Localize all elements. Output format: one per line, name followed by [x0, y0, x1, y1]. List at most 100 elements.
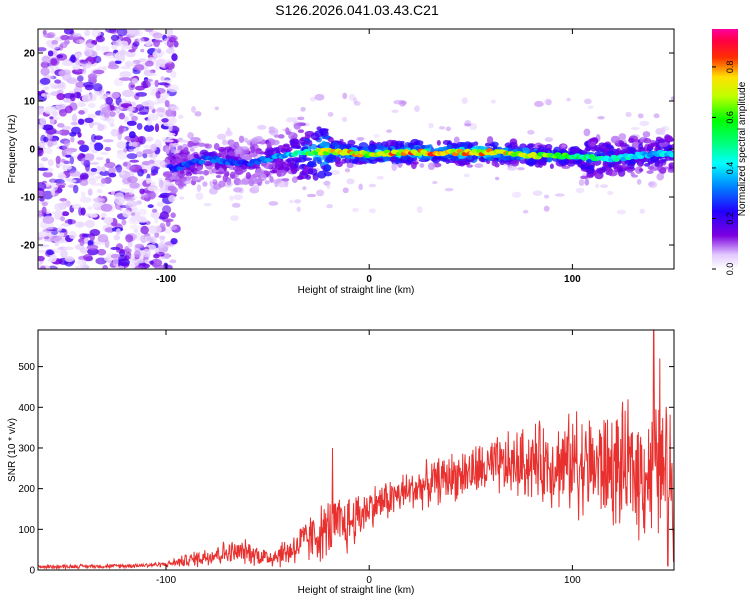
heatmap-ridge-blob	[647, 165, 655, 170]
heatmap-ridge-blob	[504, 160, 513, 165]
heatmap-noise-blob	[75, 81, 86, 88]
heatmap-noise-blob	[161, 118, 169, 123]
heatmap-noise-blob	[135, 151, 144, 158]
heatmap-noise-blob	[158, 194, 168, 199]
heatmap-ridge-blob	[243, 137, 248, 143]
heatmap-speckle	[544, 98, 552, 106]
heatmap-ridge-blob	[304, 134, 311, 140]
heatmap-ridge-blob	[585, 165, 591, 170]
heatmap-speckle	[543, 194, 550, 199]
heatmap-noise-blob	[60, 223, 72, 227]
heatmap-ridge-blob	[266, 141, 272, 148]
heatmap-ridge-blob	[238, 135, 245, 143]
colorbar-tick-label: 0.6	[725, 111, 735, 124]
snr-x-axis-label: Height of straight line (km)	[298, 585, 415, 596]
heatmap-ridge-blob	[223, 170, 230, 177]
heatmap-ridge-blob	[281, 148, 287, 152]
heatmap-noise-blob	[84, 29, 91, 37]
heatmap-ridge-blob	[195, 192, 204, 200]
heatmap-noise-blob	[60, 249, 68, 259]
heatmap-speckle	[544, 137, 554, 142]
heatmap-ridge-blob	[447, 143, 452, 151]
heatmap-noise-blob	[62, 202, 68, 208]
heatmap-noise-blob	[93, 135, 104, 141]
heatmap-ridge-blob	[642, 131, 651, 138]
heatmap-noise-blob	[170, 238, 178, 245]
x-tick-label: 100	[564, 274, 581, 285]
heatmap-noise-blob	[148, 159, 155, 165]
heatmap-ridge-blob	[216, 133, 227, 140]
heatmap-noise-blob	[67, 179, 77, 183]
heatmap-noise-blob	[133, 250, 141, 258]
heatmap-noise-blob	[90, 167, 98, 172]
heatmap-ridge-blob	[211, 168, 218, 174]
heatmap-ridge-blob	[618, 133, 627, 141]
heatmap-noise-blob	[50, 235, 63, 241]
x-tick-label: -100	[156, 575, 176, 586]
y-tick-label: 100	[18, 525, 35, 536]
heatmap-noise-blob	[54, 203, 63, 212]
heatmap-noise-blob	[74, 221, 85, 228]
heatmap-ridge-blob	[621, 164, 628, 170]
heatmap-noise-blob	[74, 265, 87, 269]
heatmap-noise-blob	[40, 265, 46, 269]
heatmap-ridge-blob	[167, 155, 173, 161]
snr-y-axis-label: SNR (10 * v/v)	[7, 418, 18, 482]
heatmap-ridge-blob	[283, 167, 290, 172]
heatmap-noise-blob	[71, 126, 81, 135]
heatmap-ridge-blob	[181, 178, 187, 182]
heatmap-noise-blob	[95, 156, 104, 161]
heatmap-noise-blob	[108, 167, 116, 174]
heatmap-ridge-blob	[300, 141, 306, 147]
heatmap-noise-blob	[111, 190, 116, 196]
heatmap-noise-blob	[93, 197, 106, 204]
heatmap-ridge-blob	[257, 124, 267, 130]
heatmap-ridge-blob	[643, 137, 652, 144]
heatmap-noise-blob	[57, 174, 67, 179]
heatmap-noise-blob	[78, 207, 83, 216]
heatmap-noise-blob	[170, 212, 176, 219]
colorbar-gradient	[712, 29, 738, 269]
heatmap-ridge-blob	[637, 158, 648, 162]
heatmap-ridge-blob	[192, 139, 199, 144]
heatmap-speckle	[268, 201, 279, 206]
heatmap-ridge-blob	[303, 140, 309, 145]
heatmap-ridge-core	[668, 153, 674, 158]
heatmap-ridge-blob	[226, 127, 231, 135]
heatmap-ridge-blob	[491, 160, 497, 167]
heatmap-ridge-blob	[610, 162, 615, 166]
heatmap-noise-blob	[125, 234, 134, 243]
heatmap-noise-blob	[50, 43, 60, 50]
heatmap-ridge-blob	[255, 148, 263, 155]
heatmap-noise-blob	[104, 227, 114, 233]
heatmap-speckle	[416, 206, 423, 214]
heatmap-ridge-blob	[252, 184, 260, 192]
heatmap-ridge-blob	[549, 163, 554, 169]
heatmap-ridge-blob	[610, 135, 620, 144]
heatmap-noise-blob	[89, 229, 101, 237]
heatmap-ridge-blob	[215, 174, 222, 179]
heatmap-noise-blob	[82, 254, 93, 262]
heatmap-speckle	[670, 96, 674, 101]
heatmap-ridge-blob	[561, 165, 571, 169]
heatmap-noise-blob	[47, 50, 54, 57]
heatmap-noise-blob	[152, 151, 157, 161]
heatmap-noise-blob	[61, 125, 72, 131]
heatmap-noise-blob	[104, 239, 110, 249]
y-tick-label: -10	[21, 193, 36, 204]
heatmap-ridge-blob	[561, 144, 567, 148]
heatmap-ridge-blob	[368, 145, 376, 153]
heatmap-noise-blob	[64, 256, 75, 263]
heatmap-noise-blob	[46, 249, 55, 256]
heatmap-noise-blob	[160, 76, 166, 81]
heatmap-noise-blob	[56, 54, 64, 59]
heatmap-speckle	[330, 170, 341, 175]
heatmap-noise-blob	[96, 248, 107, 256]
heatmap-ridge-blob	[196, 184, 202, 192]
heatmap-ridge-blob	[507, 165, 517, 171]
heatmap-noise-blob	[155, 58, 167, 68]
heatmap-ridge-blob	[630, 127, 640, 131]
heatmap-noise-blob	[76, 101, 84, 108]
heatmap-noise-blob	[43, 225, 54, 230]
